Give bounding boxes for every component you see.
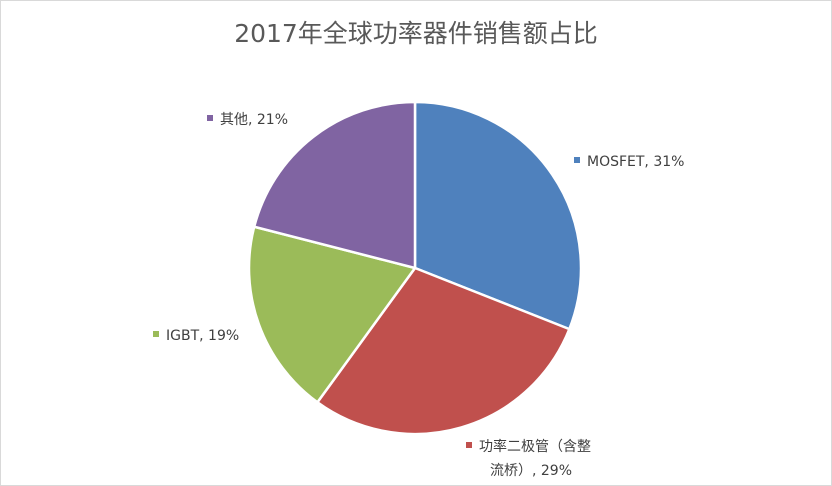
- label-marker-igbt: [153, 331, 159, 337]
- pie-slice-diode: [316, 266, 571, 436]
- pie-slice-igbt: [247, 225, 417, 404]
- label-marker-diode: [466, 442, 472, 448]
- data-label-mosfet: MOSFET, 31%: [574, 154, 684, 170]
- data-label-igbt: IGBT, 19%: [153, 328, 239, 344]
- label-marker-mosfet: [574, 157, 580, 163]
- chart-title: 2017年全球功率器件销售额占比: [234, 19, 598, 48]
- label-text-diode-line2: 流桥）, 29%: [490, 463, 572, 479]
- data-label-other: 其他, 21%: [207, 112, 288, 128]
- pie-slice-other: [252, 100, 417, 270]
- label-text-other: 其他, 21%: [220, 112, 288, 128]
- label-text-igbt: IGBT, 19%: [166, 328, 239, 344]
- label-text-mosfet: MOSFET, 31%: [587, 154, 684, 170]
- pie-slice-mosfet: [413, 100, 583, 331]
- label-text-diode-line1: 功率二极管（含整: [479, 438, 591, 455]
- label-marker-other: [207, 115, 213, 121]
